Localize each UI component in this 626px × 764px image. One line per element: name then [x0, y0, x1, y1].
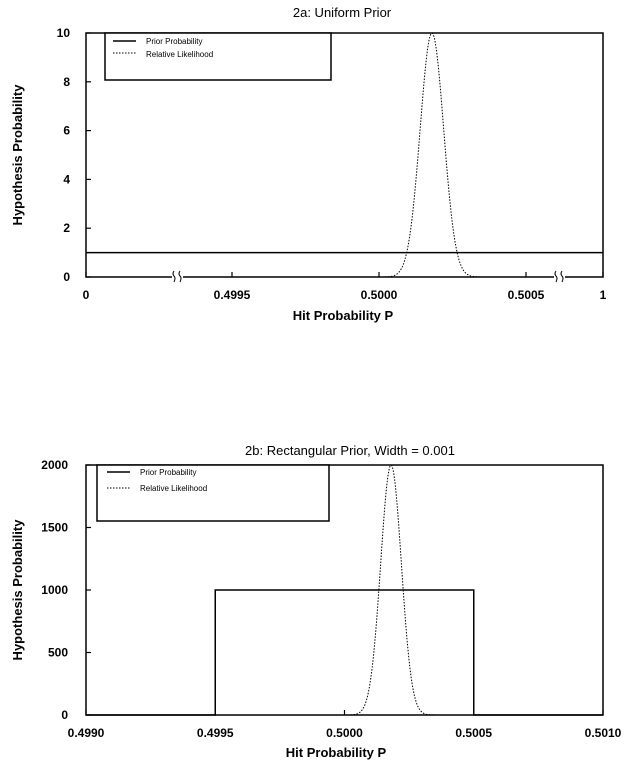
y-tick-label: 4	[63, 172, 70, 186]
y-tick-label: 6	[63, 124, 70, 138]
series-line-prior	[86, 589, 603, 716]
legend: Prior Probability Relative Likelihood	[104, 32, 332, 81]
series-line-likelihood	[344, 464, 438, 716]
x-tick-label: 0.5000	[361, 288, 398, 302]
x-axis: 0 0.4995 0.5000 0.5005 1	[83, 272, 607, 302]
plot-frame	[85, 32, 604, 278]
chart-title: 2a: Uniform Prior	[293, 5, 392, 20]
y-axis: 0 2 4 6 8 10	[57, 26, 91, 284]
y-tick-label: 0	[61, 708, 68, 722]
x-tick-label: 0.5005	[508, 288, 545, 302]
x-tick-label: 0.5010	[585, 726, 622, 740]
chart-2b-rectangular-prior: 2b: Rectangular Prior, Width = 0.001 0 50…	[10, 443, 622, 760]
break-mark	[172, 270, 182, 283]
legend-label-prior: Prior Probability	[140, 468, 196, 477]
y-tick-label: 0	[63, 270, 70, 284]
x-tick-label: 0.5000	[326, 726, 363, 740]
x-tick-label: 0.4995	[214, 288, 251, 302]
legend-label-prior: Prior Probability	[146, 37, 202, 46]
y-tick-label: 10	[57, 26, 71, 40]
y-tick-label: 1500	[41, 521, 68, 535]
break-gap	[554, 275, 565, 279]
x-tick-label: 0.4990	[68, 726, 105, 740]
x-axis: 0.4990 0.4995 0.5000 0.5005 0.5010	[68, 710, 622, 740]
series-layer	[86, 32, 603, 278]
break-gap	[172, 275, 183, 279]
series-line-likelihood	[379, 32, 485, 278]
x-axis-label: Hit Probability P	[293, 308, 394, 323]
y-tick-label: 8	[63, 75, 70, 89]
chart-title: 2b: Rectangular Prior, Width = 0.001	[245, 443, 455, 458]
legend-label-likelihood: Relative Likelihood	[146, 50, 213, 59]
legend: Prior Probability Relative Likelihood	[96, 464, 330, 522]
y-axis-label: Hypothesis Probability	[10, 519, 25, 661]
series-layer	[86, 464, 603, 716]
y-axis-label: Hypothesis Probability	[10, 84, 25, 226]
x-tick-label: 1	[600, 288, 607, 302]
y-tick-label: 500	[48, 646, 68, 660]
legend-label-likelihood: Relative Likelihood	[140, 484, 207, 493]
x-tick-label: 0.4995	[197, 726, 234, 740]
legend-box	[104, 32, 332, 81]
y-tick-label: 2000	[41, 458, 68, 472]
x-tick-label: 0	[83, 288, 90, 302]
y-tick-label: 2	[63, 221, 70, 235]
x-axis-label: Hit Probability P	[286, 745, 387, 760]
legend-box	[96, 464, 330, 522]
break-mark	[554, 270, 564, 283]
y-tick-label: 1000	[41, 583, 68, 597]
x-tick-label: 0.5005	[455, 726, 492, 740]
y-axis: 0 500 1000 1500 2000	[41, 458, 91, 722]
axis-break-marks	[172, 270, 565, 283]
